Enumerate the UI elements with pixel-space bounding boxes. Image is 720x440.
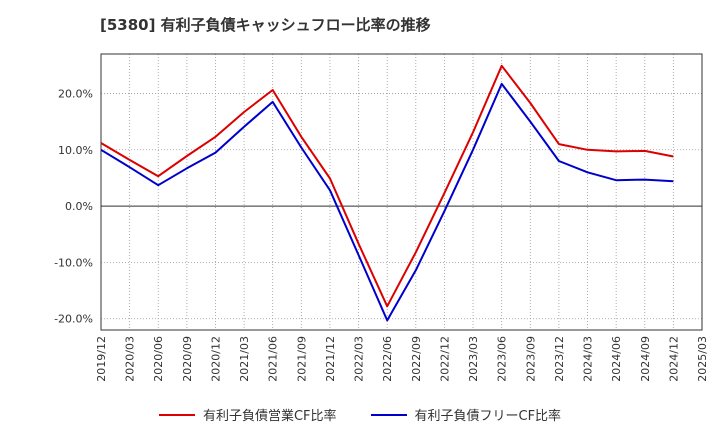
x-tick-label: 2024/06 [610, 336, 623, 382]
x-tick-label: 2020/12 [209, 336, 222, 382]
x-tick-label: 2021/12 [324, 336, 337, 382]
series-line-2 [100, 82, 674, 322]
x-tick-label: 2022/06 [381, 336, 394, 382]
x-tick-label: 2022/03 [353, 336, 366, 382]
x-tick-label: 2024/03 [582, 336, 595, 382]
x-tick-label: 2023/12 [553, 336, 566, 382]
chart-title: [5380] 有利子負債キャッシュフロー比率の推移 [100, 16, 431, 34]
legend-label-series1: 有利子負債営業CF比率 [202, 409, 337, 424]
legend-label-series2: 有利子負債フリーCF比率 [414, 409, 562, 424]
legend: 有利子負債営業CF比率 有利子負債フリーCF比率 [0, 405, 720, 424]
series-line-1 [100, 64, 674, 308]
x-tick-label: 2020/09 [181, 336, 194, 382]
y-tick-label: -10.0% [54, 256, 93, 269]
legend-item-series1: 有利子負債営業CF比率 [158, 405, 337, 424]
legend-swatch-series2 [370, 413, 407, 416]
x-tick-label: 2022/09 [410, 336, 423, 382]
y-tick-label: 0.0% [65, 200, 93, 213]
x-tick-label: 2023/09 [524, 336, 537, 382]
x-tick-label: 2019/12 [95, 336, 108, 382]
x-tick-label: 2022/12 [438, 336, 451, 382]
x-tick-label: 2021/09 [295, 336, 308, 382]
y-tick-label: 10.0% [58, 144, 93, 157]
x-tick-label: 2023/06 [496, 336, 509, 382]
x-tick-label: 2021/06 [267, 336, 280, 382]
y-tick-label: -20.0% [54, 313, 93, 326]
legend-item-series2: 有利子負債フリーCF比率 [370, 405, 562, 424]
x-tick-label: 2020/06 [152, 336, 165, 382]
x-tick-label: 2024/12 [667, 336, 680, 382]
y-tick-label: 20.0% [58, 87, 93, 100]
plot-area [101, 54, 702, 330]
x-tick-label: 2023/03 [467, 336, 480, 382]
x-tick-label: 2021/03 [238, 336, 251, 382]
plot-frame [100, 53, 703, 331]
x-tick-label: 2020/03 [124, 336, 137, 382]
x-tick-label: 2024/09 [639, 336, 652, 382]
x-tick-label: 2025/03 [696, 336, 709, 382]
legend-swatch-series1 [158, 413, 195, 416]
